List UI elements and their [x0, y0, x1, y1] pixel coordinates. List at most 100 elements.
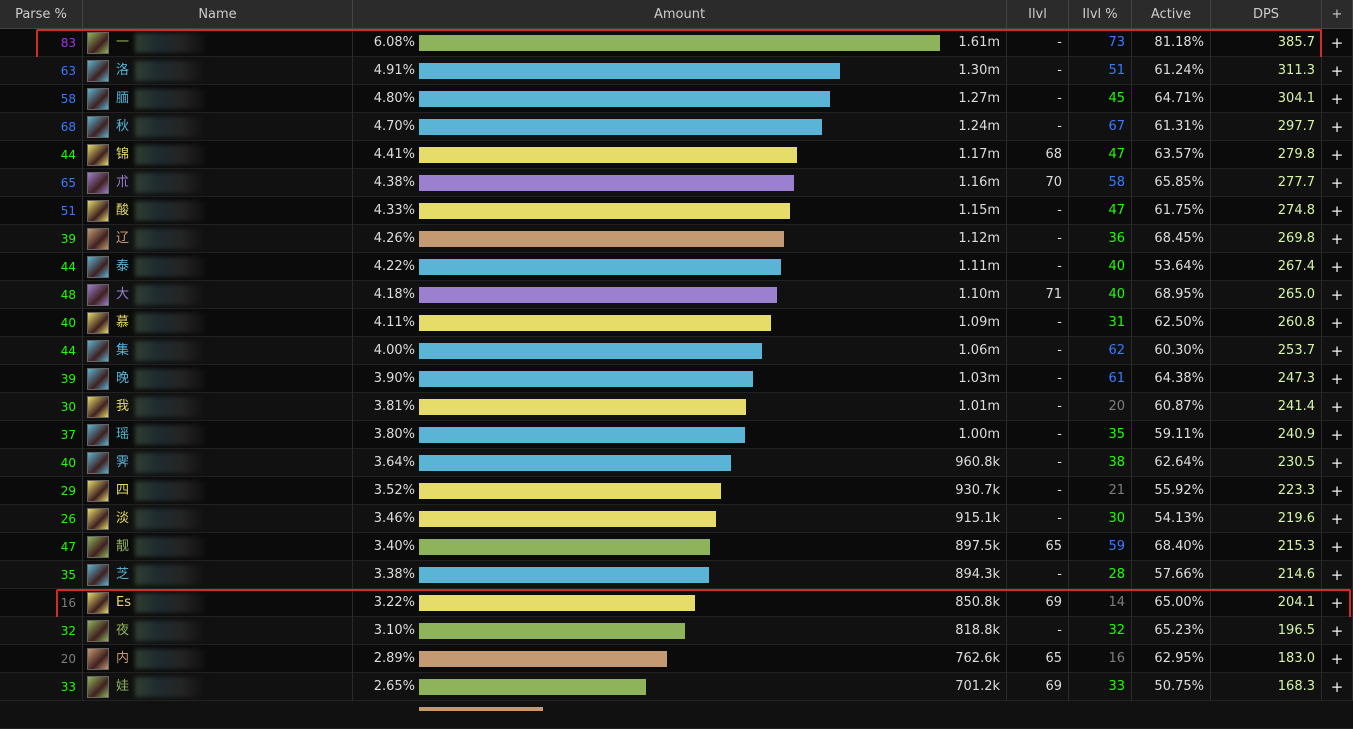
- expand-button[interactable]: +: [1322, 169, 1353, 197]
- damage-bar: [419, 371, 754, 387]
- parse-percent: 44: [0, 253, 83, 281]
- expand-button[interactable]: +: [1322, 505, 1353, 533]
- expand-button[interactable]: +: [1322, 589, 1353, 617]
- damage-percent: 4.91%: [373, 63, 415, 78]
- expand-button[interactable]: +: [1322, 393, 1353, 421]
- expand-button[interactable]: +: [1322, 449, 1353, 477]
- table-row: 48 大 4.18% 1.10m 71 40 68.95% 265.0 +: [0, 281, 1353, 309]
- active-time: 60.30%: [1132, 337, 1211, 365]
- parse-percent: 40: [0, 309, 83, 337]
- damage-bar: [419, 595, 695, 611]
- damage-bar: [419, 623, 685, 639]
- item-level: -: [1007, 421, 1069, 449]
- expand-button[interactable]: +: [1322, 645, 1353, 673]
- table-row: 32 夜 3.10% 818.8k -32 65.23% 196.5 +: [0, 617, 1353, 645]
- name-redaction: [135, 173, 205, 193]
- item-level-parse: 47: [1069, 197, 1132, 225]
- class-icon: [87, 284, 109, 306]
- name-cell: 泰: [83, 253, 353, 281]
- expand-button[interactable]: +: [1322, 477, 1353, 505]
- class-icon: [87, 144, 109, 166]
- name-cell: 淡: [83, 505, 353, 533]
- name-cell: 洛: [83, 57, 353, 85]
- amount-cell: 4.80% 1.27m: [353, 85, 1007, 113]
- table-row: 39 辽 4.26% 1.12m -36 68.45% 269.8 +: [0, 225, 1353, 253]
- class-icon: [87, 592, 109, 614]
- amount-cell: 3.81% 1.01m: [353, 393, 1007, 421]
- dps: 385.7: [1211, 29, 1322, 57]
- name-cell: 锦: [83, 141, 353, 169]
- item-level-parse: 59: [1069, 533, 1132, 561]
- expand-button[interactable]: +: [1322, 533, 1353, 561]
- column-header: Ilvl: [1007, 0, 1069, 29]
- item-level: -: [1007, 365, 1069, 393]
- name-cell: 芝: [83, 561, 353, 589]
- damage-amount: 762.6k: [955, 651, 1000, 666]
- expand-button[interactable]: +: [1322, 309, 1353, 337]
- damage-bar: [419, 203, 791, 219]
- amount-cell: 4.11% 1.09m: [353, 309, 1007, 337]
- expand-button[interactable]: +: [1322, 113, 1353, 141]
- expand-button[interactable]: +: [1322, 561, 1353, 589]
- active-time: 59.11%: [1132, 421, 1211, 449]
- name-redaction: [135, 33, 205, 53]
- name-redaction: [135, 593, 205, 613]
- class-icon: [87, 368, 109, 390]
- dps: 311.3: [1211, 57, 1322, 85]
- class-icon: [87, 32, 109, 54]
- expand-button[interactable]: +: [1322, 617, 1353, 645]
- amount-cell: 2.89% 762.6k: [353, 645, 1007, 673]
- name-redaction: [135, 677, 205, 697]
- item-level: -: [1007, 505, 1069, 533]
- expand-button[interactable]: +: [1322, 421, 1353, 449]
- table-row: 44 集 4.00% 1.06m -62 60.30% 253.7 +: [0, 337, 1353, 365]
- amount-cell: 3.80% 1.00m: [353, 421, 1007, 449]
- dps: 241.4: [1211, 393, 1322, 421]
- player-name: 辽: [116, 231, 130, 246]
- table-row: 58 腼 4.80% 1.27m -45 64.71% 304.1 +: [0, 85, 1353, 113]
- class-icon: [87, 228, 109, 250]
- class-icon: [87, 200, 109, 222]
- damage-bar: [419, 147, 797, 163]
- expand-button[interactable]: +: [1322, 253, 1353, 281]
- column-header: Parse %: [0, 0, 83, 29]
- dps: 183.0: [1211, 645, 1322, 673]
- expand-button[interactable]: +: [1322, 57, 1353, 85]
- expand-button[interactable]: +: [1322, 365, 1353, 393]
- expand-button[interactable]: +: [1322, 85, 1353, 113]
- damage-percent: 3.46%: [373, 511, 415, 526]
- name-cell: 大: [83, 281, 353, 309]
- dps: 230.5: [1211, 449, 1322, 477]
- damage-bar: [419, 259, 781, 275]
- damage-percent: 3.38%: [373, 567, 415, 582]
- column-header: Amount: [353, 0, 1007, 29]
- player-name: 淡: [116, 511, 130, 526]
- damage-percent: 2.65%: [373, 679, 415, 694]
- item-level: -: [1007, 617, 1069, 645]
- expand-button[interactable]: +: [1322, 281, 1353, 309]
- expand-button[interactable]: +: [1322, 29, 1353, 57]
- table-row: 29 四 3.52% 930.7k -21 55.92% 223.3 +: [0, 477, 1353, 505]
- parse-percent: 39: [0, 225, 83, 253]
- expand-button[interactable]: +: [1322, 225, 1353, 253]
- damage-amount: 1.01m: [958, 399, 1000, 414]
- expand-button[interactable]: +: [1322, 197, 1353, 225]
- expand-button[interactable]: +: [1322, 337, 1353, 365]
- amount-cell: 2.65% 701.2k: [353, 673, 1007, 701]
- name-cell: 秋: [83, 113, 353, 141]
- column-header[interactable]: +: [1322, 0, 1353, 29]
- expand-button[interactable]: +: [1322, 673, 1353, 701]
- damage-amount: 1.11m: [958, 259, 1000, 274]
- damage-amount: 1.09m: [958, 315, 1000, 330]
- item-level: -: [1007, 85, 1069, 113]
- damage-bar: [419, 399, 746, 415]
- name-cell: 慕: [83, 309, 353, 337]
- class-icon: [87, 676, 109, 698]
- expand-button[interactable]: +: [1322, 141, 1353, 169]
- dps: 279.8: [1211, 141, 1322, 169]
- amount-cell: 3.64% 960.8k: [353, 449, 1007, 477]
- damage-percent: 3.22%: [373, 595, 415, 610]
- name-redaction: [135, 481, 205, 501]
- damage-bar: [419, 651, 667, 667]
- active-time: 65.23%: [1132, 617, 1211, 645]
